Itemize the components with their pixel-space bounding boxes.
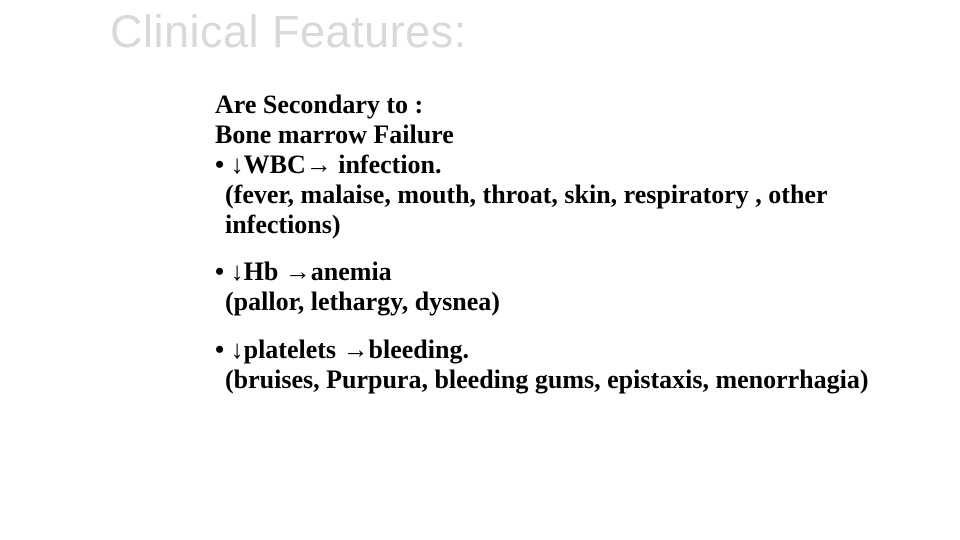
intro-line-2: Bone marrow Failure — [215, 120, 915, 150]
bullet-after: infection. — [332, 150, 442, 179]
bullet-prefix: • — [215, 150, 231, 179]
bullet-after: anemia — [311, 257, 392, 286]
down-arrow-icon: ↓ — [231, 335, 244, 364]
bullet-sub: (fever, malaise, mouth, throat, skin, re… — [215, 180, 915, 240]
slide: Clinical Features: Are Secondary to : Bo… — [0, 0, 960, 540]
intro-line-1: Are Secondary to : — [215, 90, 915, 120]
right-arrow-icon: → — [343, 335, 369, 364]
bullet-line: • ↓platelets →bleeding. — [215, 335, 915, 365]
bullet-prefix: • — [215, 257, 231, 286]
bullet-sub: (pallor, lethargy, dysnea) — [215, 287, 915, 317]
bullet-sub: (bruises, Purpura, bleeding gums, epista… — [215, 365, 915, 395]
slide-title: Clinical Features: — [110, 6, 467, 58]
right-arrow-icon: → — [306, 150, 332, 179]
slide-body: Are Secondary to : Bone marrow Failure •… — [215, 90, 915, 395]
bullet-line: • ↓Hb →anemia — [215, 257, 915, 287]
bullet-term: Hb — [244, 257, 285, 286]
right-arrow-icon: → — [285, 257, 311, 286]
down-arrow-icon: ↓ — [231, 150, 244, 179]
bullet-prefix: • — [215, 335, 231, 364]
bullet-line: • ↓WBC→ infection. — [215, 150, 915, 180]
bullet-term: WBC — [244, 150, 306, 179]
bullet-term: platelets — [244, 335, 343, 364]
bullet-after: bleeding. — [369, 335, 469, 364]
down-arrow-icon: ↓ — [231, 257, 244, 286]
